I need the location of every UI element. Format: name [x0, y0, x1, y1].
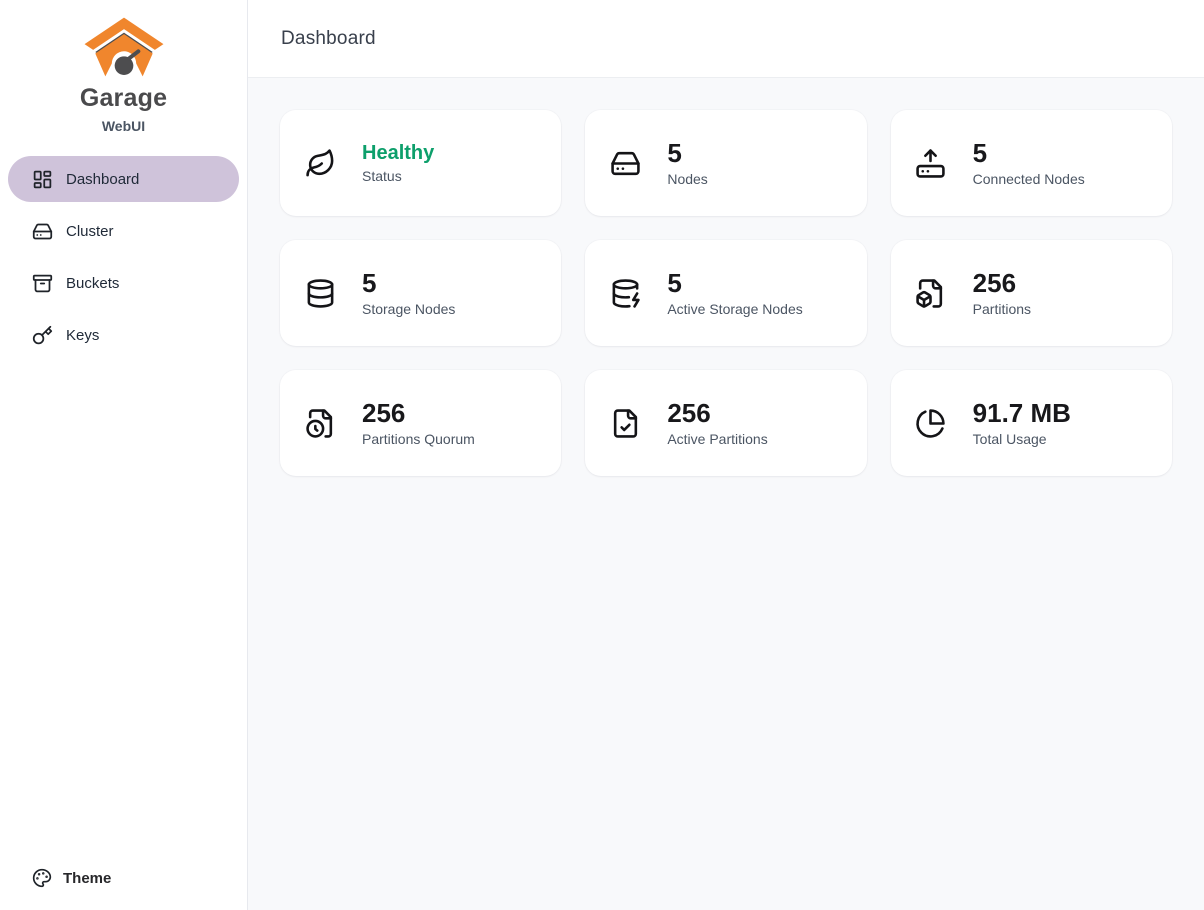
- sidebar-item-dashboard[interactable]: Dashboard: [8, 156, 239, 202]
- stat-value: 256: [362, 397, 406, 428]
- stat-value: 256: [972, 267, 1017, 298]
- stat-card-active-partitions: 256 Active Partitions: [585, 370, 867, 476]
- sidebar-nav: Dashboard Cluster Buckets Keys: [8, 156, 239, 358]
- stat-card-storage-nodes: 5 Storage Nodes: [280, 240, 562, 346]
- sidebar-item-buckets[interactable]: Buckets: [8, 260, 239, 306]
- archive-icon: [32, 273, 53, 294]
- sidebar-item-label: Keys: [66, 326, 100, 344]
- stat-card-total-usage: 91.7 MB Total Usage: [890, 370, 1172, 476]
- file-box-icon: [915, 277, 947, 309]
- stat-card-connected-nodes: 5 Connected Nodes: [890, 110, 1172, 216]
- main-area: Dashboard Healthy Status 5 Nodes: [248, 0, 1204, 910]
- database-icon: [304, 277, 336, 309]
- theme-label: Theme: [63, 869, 112, 887]
- dashboard-icon: [32, 169, 53, 190]
- stat-value: 256: [667, 397, 711, 428]
- file-check-icon: [609, 407, 641, 439]
- stat-label: Active Partitions: [667, 431, 768, 448]
- brand-subtitle: WebUI: [101, 118, 146, 134]
- stat-label: Nodes: [667, 171, 708, 188]
- stat-value: 5: [667, 267, 682, 298]
- stat-label: Total Usage: [972, 431, 1047, 448]
- file-clock-icon: [304, 407, 336, 439]
- stat-label: Status: [362, 168, 402, 184]
- sidebar-item-keys[interactable]: Keys: [8, 312, 239, 358]
- dashboard-content: Healthy Status 5 Nodes 5 C: [248, 78, 1204, 910]
- garage-logo-icon: [84, 17, 163, 77]
- stats-grid: Healthy Status 5 Nodes 5 C: [280, 110, 1172, 476]
- brand: Garage WebUI: [8, 14, 239, 134]
- stat-card-partitions-quorum: 256 Partitions Quorum: [280, 370, 562, 476]
- stat-card-status: Healthy Status: [280, 110, 562, 216]
- stat-value: Healthy: [362, 142, 435, 164]
- stat-card-active-storage-nodes: 5 Active Storage Nodes: [585, 240, 867, 346]
- stat-label: Storage Nodes: [362, 301, 456, 318]
- stat-label: Active Storage Nodes: [667, 301, 803, 318]
- stat-label: Partitions Quorum: [362, 431, 475, 448]
- stat-value: 5: [362, 267, 377, 298]
- pie-chart-icon: [915, 407, 947, 439]
- hard-drive-icon: [609, 147, 641, 179]
- palette-icon: [32, 868, 52, 888]
- database-zap-icon: [609, 277, 641, 309]
- stat-card-nodes: 5 Nodes: [585, 110, 867, 216]
- stat-value: 5: [667, 137, 682, 168]
- hard-drive-icon: [32, 221, 53, 242]
- main-header: Dashboard: [248, 0, 1204, 78]
- sidebar-item-label: Cluster: [66, 222, 114, 240]
- app-sidebar: Garage WebUI Dashboard Cluster Buckets: [0, 0, 248, 910]
- stat-label: Connected Nodes: [972, 171, 1085, 188]
- key-icon: [32, 325, 53, 346]
- brand-title: Garage: [79, 84, 168, 112]
- stat-card-partitions: 256 Partitions: [890, 240, 1172, 346]
- sidebar-item-label: Buckets: [66, 274, 120, 292]
- page-title: Dashboard: [281, 27, 376, 49]
- hard-drive-upload-icon: [915, 147, 947, 179]
- sidebar-item-cluster[interactable]: Cluster: [8, 208, 239, 254]
- theme-toggle[interactable]: Theme: [8, 862, 239, 892]
- stat-label: Partitions: [972, 301, 1032, 318]
- stat-value: 5: [972, 137, 988, 168]
- stat-value: 91.7 MB: [972, 397, 1071, 428]
- leaf-icon: [304, 147, 336, 179]
- sidebar-item-label: Dashboard: [66, 170, 140, 188]
